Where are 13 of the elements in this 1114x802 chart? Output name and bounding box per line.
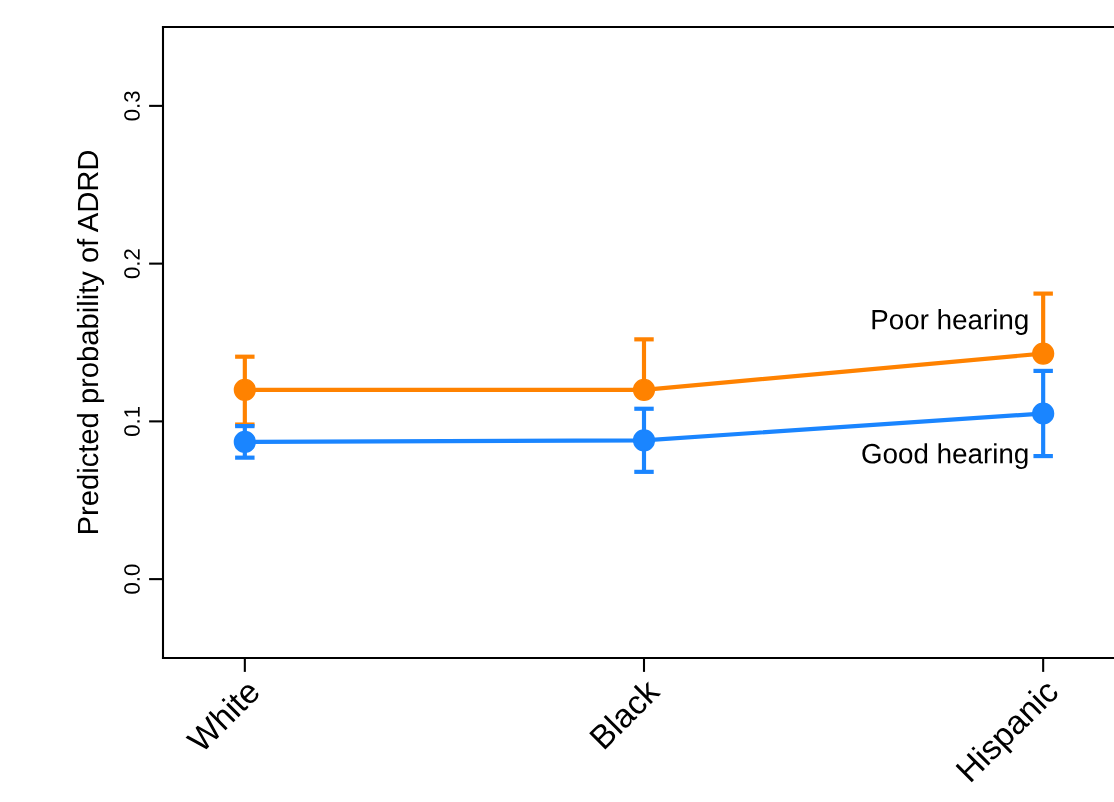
point [632, 378, 656, 401]
y-tick-label: 0.2 [124, 249, 140, 279]
y-axis-title: Predicted probability of ADRD [76, 150, 105, 534]
point [233, 378, 256, 401]
annotation: Poor hearing [872, 309, 1028, 335]
y-tick-label: 0.1 [124, 407, 140, 436]
point [233, 430, 256, 453]
point [1032, 402, 1055, 425]
point [1032, 342, 1055, 365]
y-tick-label: 0.3 [124, 91, 140, 121]
point [632, 429, 656, 452]
annotation: Good hearing [862, 443, 1028, 470]
y-tick-label: 0.0 [124, 564, 140, 594]
